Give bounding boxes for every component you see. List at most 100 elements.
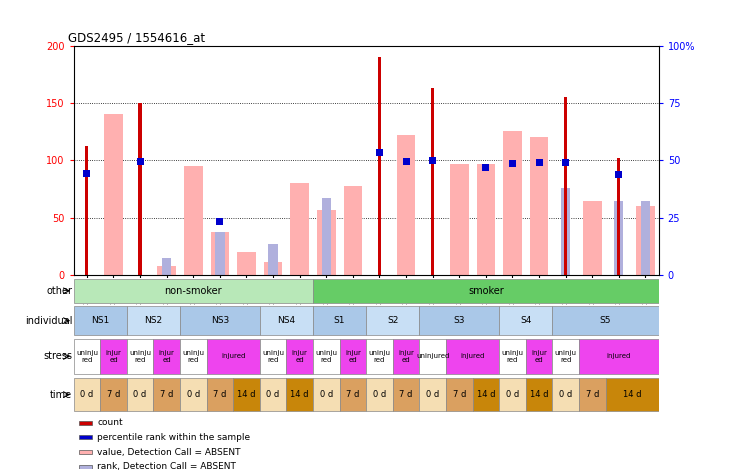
Bar bbox=[233, 378, 260, 411]
Bar bbox=[530, 137, 548, 275]
Text: injured: injured bbox=[606, 354, 631, 359]
Bar bbox=[420, 339, 446, 374]
Text: S2: S2 bbox=[387, 316, 398, 325]
Bar bbox=[339, 339, 367, 374]
Bar bbox=[606, 378, 659, 411]
Bar bbox=[641, 201, 650, 275]
Text: individual: individual bbox=[25, 316, 72, 326]
Bar bbox=[83, 170, 91, 176]
Text: injured: injured bbox=[221, 354, 245, 359]
Bar bbox=[313, 307, 367, 335]
Bar bbox=[153, 378, 180, 411]
Bar bbox=[260, 339, 286, 374]
Text: 7 d: 7 d bbox=[586, 390, 599, 399]
Text: injur
ed: injur ed bbox=[398, 350, 414, 363]
Text: 7 d: 7 d bbox=[107, 390, 120, 399]
Bar bbox=[429, 157, 436, 164]
Text: uninju
red: uninju red bbox=[262, 350, 284, 363]
Bar bbox=[339, 378, 367, 411]
Text: other: other bbox=[46, 286, 72, 296]
Bar bbox=[313, 279, 659, 303]
Bar bbox=[526, 378, 552, 411]
Bar bbox=[127, 378, 153, 411]
Text: injur
ed: injur ed bbox=[105, 350, 121, 363]
Text: uninju
red: uninju red bbox=[501, 350, 523, 363]
Bar bbox=[473, 378, 499, 411]
Bar bbox=[260, 378, 286, 411]
Text: injur
ed: injur ed bbox=[291, 350, 308, 363]
Bar bbox=[79, 436, 92, 439]
Bar bbox=[564, 97, 567, 275]
Text: 0 d: 0 d bbox=[133, 390, 146, 399]
Text: 0 d: 0 d bbox=[266, 390, 280, 399]
Bar bbox=[216, 218, 224, 225]
Text: 0 d: 0 d bbox=[80, 390, 93, 399]
Text: injured: injured bbox=[460, 354, 485, 359]
Text: uninju
red: uninju red bbox=[76, 350, 98, 363]
Bar bbox=[561, 188, 570, 275]
Bar bbox=[393, 339, 420, 374]
Text: NS2: NS2 bbox=[144, 316, 163, 325]
Bar bbox=[526, 339, 552, 374]
Text: uninju
red: uninju red bbox=[555, 350, 576, 363]
Text: S1: S1 bbox=[334, 316, 345, 325]
Bar bbox=[127, 339, 153, 374]
Text: smoker: smoker bbox=[468, 286, 503, 296]
Bar bbox=[552, 339, 579, 374]
Text: time: time bbox=[50, 390, 72, 400]
Bar bbox=[158, 266, 176, 275]
Text: 7 d: 7 d bbox=[400, 390, 413, 399]
Text: injur
ed: injur ed bbox=[159, 350, 174, 363]
Bar bbox=[536, 159, 542, 166]
Bar bbox=[476, 164, 495, 275]
Text: 0 d: 0 d bbox=[373, 390, 386, 399]
Bar bbox=[291, 183, 309, 275]
Bar bbox=[579, 339, 659, 374]
Text: uninju
red: uninju red bbox=[183, 350, 205, 363]
Text: GDS2495 / 1554616_at: GDS2495 / 1554616_at bbox=[68, 31, 205, 45]
Text: uninju
red: uninju red bbox=[129, 350, 151, 363]
Bar bbox=[579, 378, 606, 411]
Bar bbox=[393, 378, 420, 411]
Bar bbox=[137, 158, 144, 165]
Bar bbox=[138, 103, 142, 275]
Bar bbox=[446, 378, 473, 411]
Bar bbox=[207, 339, 260, 374]
Bar bbox=[583, 201, 601, 275]
Text: uninju
red: uninju red bbox=[315, 350, 337, 363]
Text: uninjured: uninjured bbox=[416, 354, 450, 359]
Text: 0 d: 0 d bbox=[426, 390, 439, 399]
Text: non-smoker: non-smoker bbox=[164, 286, 222, 296]
Bar bbox=[286, 378, 313, 411]
Bar bbox=[74, 339, 100, 374]
Text: stress: stress bbox=[43, 351, 72, 362]
Bar bbox=[482, 164, 489, 171]
Bar bbox=[162, 258, 171, 275]
Bar bbox=[366, 307, 420, 335]
Bar bbox=[420, 378, 446, 411]
Bar bbox=[313, 378, 339, 411]
Bar bbox=[636, 207, 655, 275]
Text: 14 d: 14 d bbox=[477, 390, 495, 399]
Bar bbox=[85, 146, 88, 275]
Text: NS3: NS3 bbox=[210, 316, 229, 325]
Bar bbox=[184, 166, 202, 275]
Text: NS4: NS4 bbox=[277, 316, 295, 325]
Text: NS1: NS1 bbox=[91, 316, 110, 325]
Text: 14 d: 14 d bbox=[530, 390, 548, 399]
Bar bbox=[79, 450, 92, 454]
Text: 7 d: 7 d bbox=[346, 390, 360, 399]
Bar bbox=[74, 378, 100, 411]
Bar bbox=[499, 378, 526, 411]
Bar bbox=[79, 465, 92, 469]
Text: count: count bbox=[97, 418, 123, 427]
Text: 7 d: 7 d bbox=[453, 390, 466, 399]
Text: percentile rank within the sample: percentile rank within the sample bbox=[97, 433, 250, 442]
Text: 14 d: 14 d bbox=[237, 390, 255, 399]
Bar bbox=[562, 159, 569, 166]
Bar bbox=[180, 378, 207, 411]
Bar bbox=[499, 307, 552, 335]
Text: 0 d: 0 d bbox=[319, 390, 333, 399]
Bar bbox=[313, 339, 339, 374]
Bar bbox=[420, 307, 499, 335]
